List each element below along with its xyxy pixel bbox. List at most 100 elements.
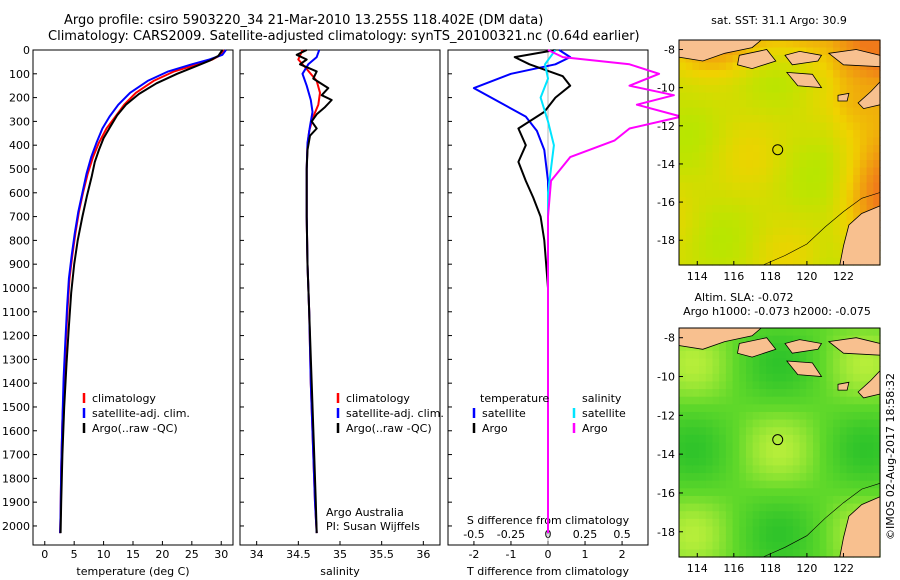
sst_map-cell <box>759 205 767 214</box>
sla_map-cell <box>779 473 787 482</box>
sla_map-cell <box>699 511 707 520</box>
sla_map-cell <box>699 442 707 451</box>
sst_map-cell <box>833 227 841 236</box>
sst_map-cell <box>699 220 707 229</box>
sla_map-cell <box>873 358 881 367</box>
sla_map-cell <box>786 518 794 528</box>
sla_map-cell <box>739 358 747 367</box>
temperature-series-satellite-adj--clim- <box>59 49 227 534</box>
sst_map-cell <box>759 137 767 146</box>
sst_map-cell <box>705 115 714 124</box>
sla_map-cell <box>826 534 834 543</box>
sla_map-cell <box>772 427 781 436</box>
sst_map-cell <box>839 220 848 229</box>
depth-tick-label: 1300 <box>2 353 30 366</box>
sla_map-cell <box>732 495 740 505</box>
sla_map-cell <box>792 381 801 390</box>
sla_map-cell <box>799 350 807 360</box>
sst_map-cell <box>752 257 760 266</box>
temperature-x-tick-label: 30 <box>214 548 228 561</box>
sla_map-cell <box>699 480 707 489</box>
sst_map-cell <box>732 205 740 214</box>
sst_map-cell <box>846 92 854 101</box>
sla_map-cell <box>739 503 747 512</box>
sla_map-cell <box>792 495 801 505</box>
difference-s-tick-label: -0.5 <box>463 528 484 541</box>
sla_map-cell <box>853 328 861 337</box>
sst_map-cell <box>859 130 868 139</box>
sla_map-cell <box>699 358 707 367</box>
sla_map-cell <box>752 389 760 398</box>
sst_map-cell <box>853 212 861 221</box>
sla_map-cell <box>786 450 794 459</box>
sst_map-cell <box>853 40 861 49</box>
sst_map-xtick-label: 118 <box>760 270 781 283</box>
sst_map-cell <box>859 190 868 199</box>
sla_map-cell <box>826 488 834 497</box>
sla_map-cell <box>833 411 841 421</box>
sla_map-cell <box>712 450 720 459</box>
sla_map-cell <box>859 358 868 367</box>
sst_map-cell <box>679 220 687 229</box>
sst_map-cell <box>866 137 874 146</box>
sst_map-cell <box>866 130 874 139</box>
sla_map-cell <box>792 518 801 528</box>
sla_map-cell <box>679 526 687 535</box>
sla_map-cell <box>866 442 874 451</box>
sla_map-cell <box>806 396 814 405</box>
sst_map-cell <box>806 212 814 221</box>
sst_map-cell <box>779 205 787 214</box>
sst_map-cell <box>859 160 868 169</box>
sla_map-cell <box>692 518 700 528</box>
sla_map-cell <box>739 434 747 444</box>
sst_map-cell <box>685 175 693 184</box>
sst_map-cell <box>779 40 787 49</box>
sla_map-cell <box>685 350 693 360</box>
sst_map-cell <box>846 122 854 131</box>
sla_map-cell <box>692 427 700 436</box>
sla_map-cell <box>792 488 801 497</box>
sla_map-cell <box>752 419 760 428</box>
sla_map-cell <box>819 381 827 390</box>
sst_map-cell <box>846 197 854 206</box>
sla_map-cell <box>772 465 781 474</box>
sst_map-cell <box>839 77 848 86</box>
sst_map-cell <box>779 70 787 79</box>
sla_map-cell <box>725 411 734 421</box>
sst_map-cell <box>752 160 760 169</box>
sla_map-cell <box>839 495 848 505</box>
sla_map-cell <box>725 419 734 428</box>
sst_map-cell <box>759 40 767 49</box>
sst_map-cell <box>866 77 874 86</box>
sst_map-cell <box>853 190 861 199</box>
sst_map-cell <box>833 175 841 184</box>
sst_map-cell <box>705 182 714 191</box>
sst_map-cell <box>839 62 848 71</box>
sst_map-cell <box>692 175 700 184</box>
sla_map-cell <box>705 549 714 558</box>
sst_map-cell <box>819 85 827 94</box>
sla_map-cell <box>799 442 807 451</box>
sst_map-cell <box>719 137 727 146</box>
sst_map-cell <box>779 182 787 191</box>
sst_map-cell <box>725 145 734 154</box>
depth-tick-label: 600 <box>9 187 30 200</box>
sst_map-cell <box>725 242 734 251</box>
sst_map-cell <box>779 235 787 244</box>
sst_map-cell <box>813 205 821 214</box>
sst_map-cell <box>813 40 821 49</box>
sla_map-cell <box>839 511 848 520</box>
sla_map-cell <box>679 434 687 444</box>
sla_map-cell <box>819 396 827 405</box>
sst_map-cell <box>752 205 760 214</box>
sla_map-cell <box>873 465 881 474</box>
sla_map-cell <box>719 350 727 360</box>
sst_map-cell <box>725 257 734 266</box>
sst_map-cell <box>833 145 841 154</box>
sla_map-cell <box>806 511 814 520</box>
sla_map-cell <box>719 404 727 413</box>
sst_map-cell <box>759 235 767 244</box>
sla_map-cell <box>826 526 834 535</box>
sla_map-cell <box>685 411 693 421</box>
sla_map-cell <box>759 373 767 383</box>
